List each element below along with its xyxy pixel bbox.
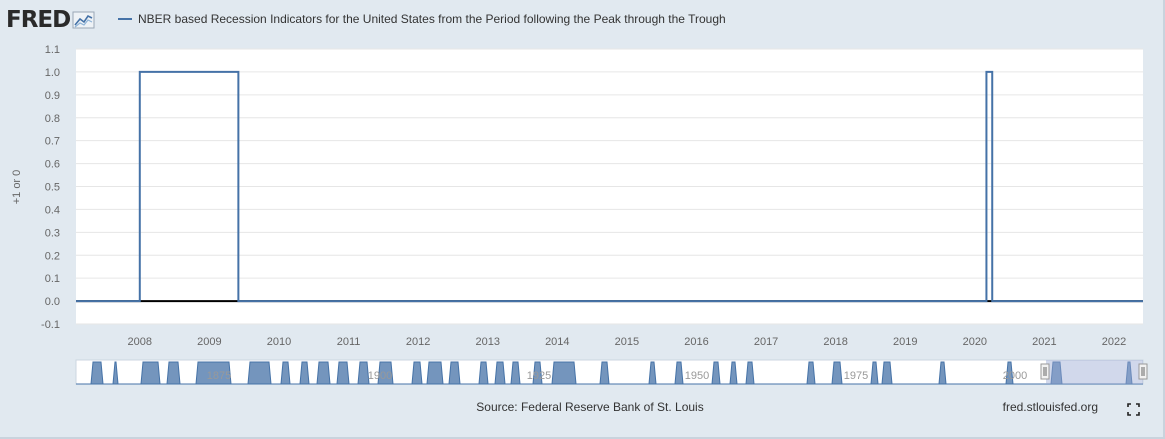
- y-tick-label: -0.1: [41, 319, 60, 331]
- x-tick-label: 2009: [197, 336, 221, 348]
- credit-link[interactable]: fred.stlouisfed.org: [1002, 400, 1098, 414]
- x-tick-label: 2015: [615, 336, 639, 348]
- x-tick-label: 2019: [893, 336, 917, 348]
- y-tick-label: 0.1: [45, 273, 60, 285]
- navigator-labels: 1875 1900 1925 1950 1975 2000: [207, 370, 1027, 382]
- navigator-area: [494, 361, 506, 385]
- navigator-area: [551, 361, 577, 385]
- y-tick-label: 0.0: [45, 296, 60, 308]
- x-tick-label: 2013: [475, 336, 499, 348]
- navigator-handle-left[interactable]: [1040, 363, 1050, 380]
- x-tick-label: 2022: [1102, 336, 1126, 348]
- fred-logo-text: FRED: [6, 7, 71, 33]
- y-tick-label: 0.8: [45, 113, 60, 125]
- navigator-area: [510, 361, 521, 385]
- series-line: [76, 70, 1143, 303]
- navigator-area: [448, 361, 461, 385]
- navigator-label: 1900: [368, 370, 392, 382]
- x-tick-label: 2017: [754, 336, 778, 348]
- x-tick-label: 2011: [337, 336, 361, 348]
- navigator-area: [806, 361, 816, 385]
- navigator-label: 2000: [1003, 370, 1027, 382]
- navigator-area: [674, 361, 684, 385]
- navigator-area: [299, 361, 310, 385]
- navigator-area: [711, 361, 721, 385]
- navigator-series: [76, 361, 1143, 385]
- navigator-area: [90, 361, 104, 385]
- chart: -0.1 0.0 0.1 0.2 0.3 0.4 0.5 0.6 0.7 0.8 0.9 1.0 1.1…: [11, 44, 1148, 385]
- x-tick-label: 2018: [823, 336, 847, 348]
- x-tick-label: 2016: [684, 336, 708, 348]
- navigator-area: [247, 361, 272, 385]
- navigator-area: [336, 361, 350, 385]
- navigator-label: 1875: [207, 370, 231, 382]
- y-tick-label: 0.2: [45, 250, 60, 262]
- y-tick-label: 0.9: [45, 90, 60, 102]
- fullscreen-icon[interactable]: [1127, 403, 1140, 416]
- navigator-label: 1925: [527, 370, 551, 382]
- fred-logo[interactable]: FRED: [6, 6, 96, 34]
- series-layer: [76, 70, 1143, 303]
- y-tick-label: 0.7: [45, 136, 60, 148]
- y-axis-label: +1 or 0: [11, 170, 23, 205]
- navigator-area: [166, 361, 181, 385]
- navigator-area: [411, 361, 423, 385]
- navigator-label: 1950: [685, 370, 709, 382]
- y-tick-label: 1.0: [45, 67, 60, 79]
- x-tick-label: 2014: [545, 336, 569, 348]
- navigator-area: [316, 361, 331, 385]
- fred-chart-icon: [72, 11, 95, 29]
- navigator-selection[interactable]: [1046, 360, 1143, 384]
- navigator-area: [426, 361, 444, 385]
- y-tick-label: 0.5: [45, 182, 60, 194]
- grid-lines: [76, 48, 1143, 325]
- y-tick-label: 1.1: [45, 44, 60, 56]
- x-axis-ticks: 2008 2009 2010 2011 2012 2013 2014 2015 2016 2017…: [128, 336, 1127, 348]
- y-tick-label: 0.6: [45, 159, 60, 171]
- chart-legend: NBER based Recession Indicators for the …: [118, 10, 726, 28]
- navigator-handle-right[interactable]: [1138, 363, 1148, 380]
- navigator-area: [881, 361, 893, 385]
- navigator-area: [140, 361, 161, 385]
- navigator-area: [831, 361, 843, 385]
- x-tick-label: 2021: [1032, 336, 1056, 348]
- source-text: Source: Federal Reserve Bank of St. Loui…: [476, 400, 704, 414]
- navigator-area: [280, 361, 291, 385]
- legend-label: NBER based Recession Indicators for the …: [138, 12, 726, 26]
- x-tick-label: 2008: [128, 336, 152, 348]
- legend-swatch: [118, 18, 132, 20]
- x-tick-label: 2020: [963, 336, 987, 348]
- navigator-area: [599, 361, 610, 385]
- navigator-label: 1975: [844, 370, 868, 382]
- x-tick-label: 2012: [406, 336, 430, 348]
- navigator[interactable]: 1875 1900 1925 1950 1975 2000: [75, 359, 1148, 385]
- navigator-background: [75, 359, 1144, 385]
- y-tick-label: 0.3: [45, 227, 60, 239]
- y-tick-label: 0.4: [45, 204, 60, 216]
- x-tick-label: 2010: [267, 336, 291, 348]
- navigator-area: [745, 361, 755, 385]
- y-axis-ticks: -0.1 0.0 0.1 0.2 0.3 0.4 0.5 0.6 0.7 0.8 0.9 1.0 1.1: [41, 44, 60, 331]
- navigator-area: [478, 361, 489, 385]
